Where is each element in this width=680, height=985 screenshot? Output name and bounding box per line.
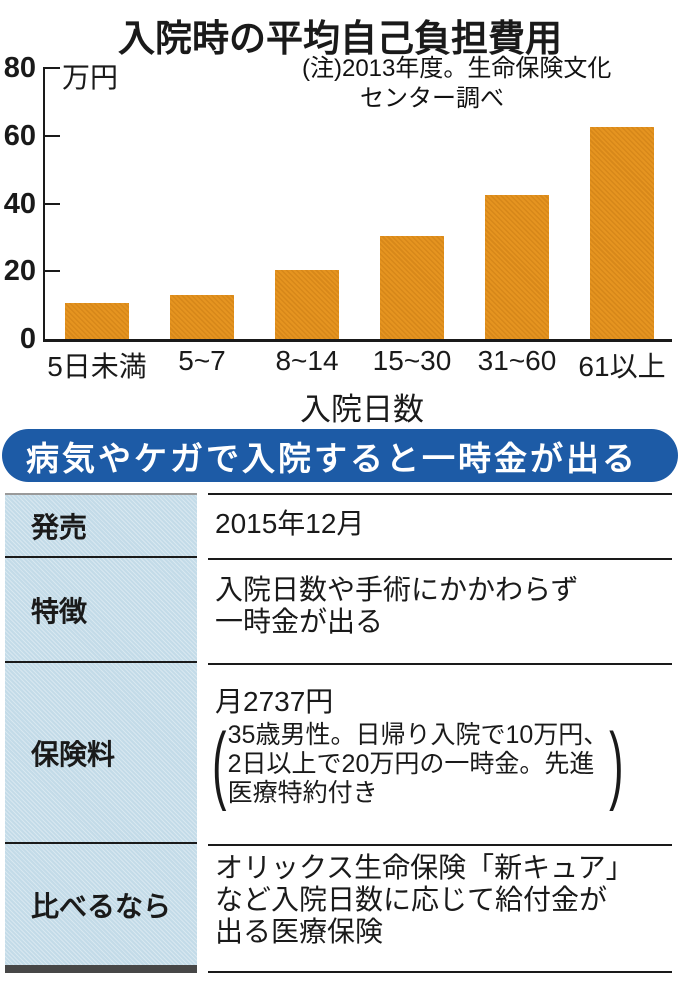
y-tick-label: 0: [19, 323, 36, 355]
y-tick-mark: [45, 134, 60, 137]
premium-note-line1: 35歳男性。日帰り入院で10万円、: [227, 721, 609, 749]
bar-15~30: [380, 236, 444, 339]
feature-line1: 入院日数や手術にかかわらず: [215, 574, 579, 605]
y-tick-label: 60: [3, 119, 36, 152]
compare-line3: 出る医療保険: [215, 916, 384, 947]
x-tick-label: 31~60: [477, 345, 557, 376]
headline-banner: 病気やケガで入院すると一時金が出る: [2, 429, 678, 482]
y-axis-unit-label: 万円: [62, 62, 119, 93]
row-label-release: 発売: [5, 493, 197, 558]
compare-line1: オリックス生命保険「新キュア」: [215, 852, 634, 883]
open-paren: (: [212, 716, 227, 812]
table-gutter: [197, 663, 208, 844]
table-row-compare: 比べるなら オリックス生命保険「新キュア」 など入院日数に応じて給付金が 出る医…: [5, 844, 672, 973]
feature-line2: 一時金が出る: [215, 606, 384, 637]
row-value-premium: 月2737円 ( 35歳男性。日帰り入院で10万円、 2日以上で20万円の一時金…: [208, 663, 672, 844]
bar-31~60: [485, 195, 549, 339]
row-value-compare: オリックス生命保険「新キュア」 など入院日数に応じて給付金が 出る医療保険: [208, 844, 672, 973]
x-axis-line: [43, 339, 672, 342]
y-tick-label: 80: [3, 52, 36, 84]
y-tick-mark: [45, 270, 60, 273]
headline-banner-text: 病気やケガで入院すると一時金が出る: [26, 439, 638, 477]
y-tick-mark: [45, 67, 60, 69]
y-axis-line: [43, 67, 45, 341]
premium-note: ( 35歳男性。日帰り入院で10万円、 2日以上で20万円の一時金。先進 医療特…: [212, 716, 672, 812]
bar-8~14: [275, 270, 339, 339]
x-tick-label: 5日未満: [47, 351, 147, 382]
table-gutter: [197, 493, 208, 558]
y-tick-label: 20: [3, 255, 36, 288]
table-row-premium: 保険料 月2737円 ( 35歳男性。日帰り入院で10万円、 2日以上で20万円…: [5, 663, 672, 844]
premium-amount: 月2737円: [215, 686, 334, 717]
close-paren: ): [609, 716, 624, 812]
compare-line2: など入院日数に応じて給付金が: [215, 884, 608, 915]
release-date: 2015年12月: [215, 508, 365, 539]
table-gutter: [197, 558, 208, 663]
y-tick-label: 40: [3, 187, 36, 220]
y-tick-mark: [45, 202, 60, 205]
premium-note-line3: 医療特約付き: [227, 779, 378, 807]
chart-note-line1: (注)2013年度。生命保険文化: [302, 55, 612, 82]
row-value-release: 2015年12月: [208, 493, 672, 558]
premium-note-line2: 2日以上で20万円の一時金。先進: [227, 750, 595, 778]
chart-title: 入院時の平均自己負担費用: [118, 18, 562, 59]
x-tick-label: 5~7: [178, 345, 226, 376]
bar-61以上: [590, 127, 654, 339]
x-axis-title: 入院日数: [300, 392, 424, 427]
table-row-feature: 特徴 入院日数や手術にかかわらず 一時金が出る: [5, 558, 672, 663]
table-gutter: [197, 844, 208, 973]
x-tick-label: 15~30: [372, 345, 452, 376]
row-label-premium: 保険料: [5, 663, 197, 844]
chart-note-line2: センター調べ: [360, 85, 504, 112]
row-label-feature: 特徴: [5, 558, 197, 663]
row-value-feature: 入院日数や手術にかかわらず 一時金が出る: [208, 558, 672, 663]
table-row-release: 発売 2015年12月: [5, 493, 672, 558]
row-label-compare: 比べるなら: [5, 844, 197, 973]
chart-note: (注)2013年度。生命保険文化 センター調べ: [302, 54, 674, 114]
x-tick-label: 61以上: [578, 351, 666, 382]
bar-5日未満: [65, 303, 129, 339]
x-tick-label: 8~14: [275, 345, 339, 376]
bar-5~7: [170, 295, 234, 339]
premium-note-lines: 35歳男性。日帰り入院で10万円、 2日以上で20万円の一時金。先進 医療特約付…: [224, 721, 613, 808]
product-detail-table: 発売 2015年12月 特徴 入院日数や手術にかかわらず 一時金が出る 保険料 …: [5, 493, 672, 973]
